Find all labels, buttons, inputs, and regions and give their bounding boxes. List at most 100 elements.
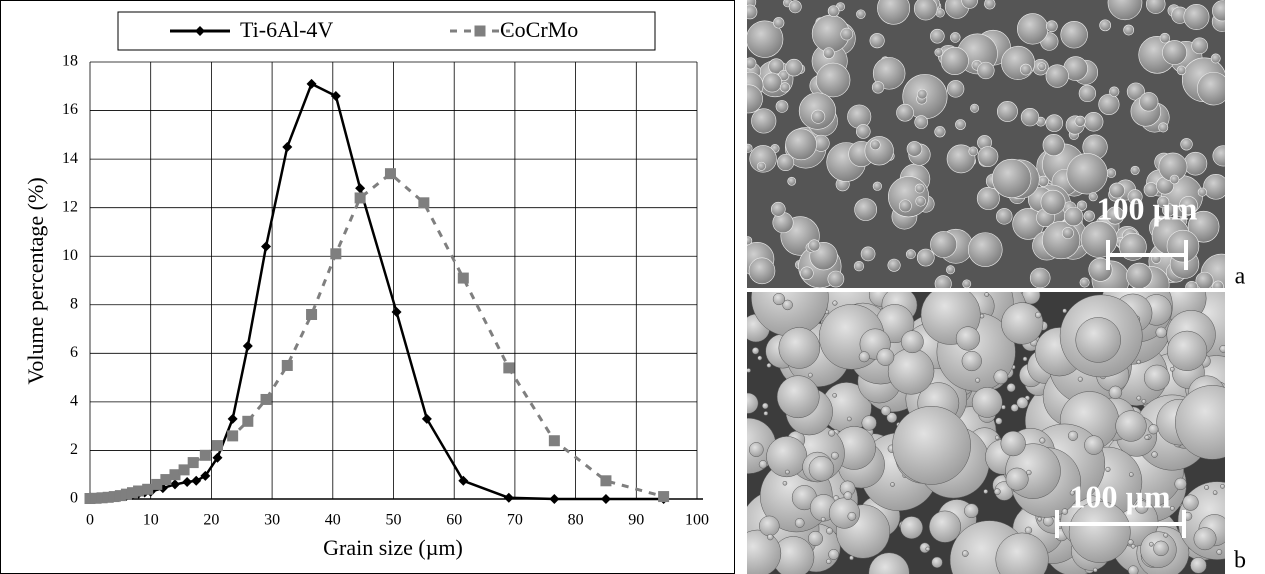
particle xyxy=(916,196,926,206)
particle xyxy=(1181,138,1193,150)
particle xyxy=(763,73,782,92)
particle xyxy=(1100,20,1111,31)
particle xyxy=(941,47,969,75)
particle xyxy=(786,129,817,160)
particle xyxy=(751,109,776,134)
particle xyxy=(1162,40,1186,64)
particle xyxy=(776,100,788,112)
particle xyxy=(962,550,968,556)
particle xyxy=(1170,367,1174,371)
particle xyxy=(856,124,870,138)
particle xyxy=(1149,542,1153,546)
y-tick-label: 16 xyxy=(62,101,78,118)
particle xyxy=(1006,468,1028,490)
y-axis-title: Volume percentage (%) xyxy=(23,177,48,384)
particle xyxy=(935,48,943,56)
particle xyxy=(929,511,961,543)
particle xyxy=(1184,152,1207,175)
particle xyxy=(786,59,803,76)
particle xyxy=(1041,190,1065,214)
particle xyxy=(789,1,801,13)
marker xyxy=(458,273,469,284)
marker xyxy=(392,307,402,317)
particle xyxy=(1078,377,1083,382)
particle xyxy=(972,387,1002,417)
marker xyxy=(503,362,514,373)
particle xyxy=(821,517,825,521)
chart-frame xyxy=(1,1,735,574)
particle xyxy=(1026,470,1031,475)
particle xyxy=(1220,345,1227,352)
particle xyxy=(828,6,839,17)
particle xyxy=(917,249,934,266)
particle xyxy=(977,187,999,209)
particle xyxy=(901,331,923,353)
particle xyxy=(888,348,934,394)
particle xyxy=(969,147,978,156)
y-tick-label: 4 xyxy=(70,393,78,410)
particle xyxy=(932,557,943,568)
particle xyxy=(826,528,832,534)
particle xyxy=(1038,517,1042,521)
particle xyxy=(977,62,994,79)
particle xyxy=(1220,484,1224,488)
particle xyxy=(995,436,999,440)
particle xyxy=(783,481,787,485)
particle xyxy=(1144,365,1169,390)
particle xyxy=(1196,272,1213,289)
x-tick-label: 60 xyxy=(446,512,462,529)
particle xyxy=(1152,452,1158,458)
particle xyxy=(1040,438,1045,443)
particle xyxy=(744,144,752,152)
marker xyxy=(306,309,317,320)
particle xyxy=(1203,174,1228,199)
particle xyxy=(828,430,834,436)
particle xyxy=(1099,94,1120,115)
particle xyxy=(926,547,930,551)
marker xyxy=(658,491,669,502)
particle xyxy=(734,85,762,113)
particle xyxy=(1217,549,1222,554)
marker xyxy=(191,476,201,486)
particle xyxy=(780,83,790,93)
particle xyxy=(831,452,838,459)
particle xyxy=(1084,436,1103,455)
particle xyxy=(749,258,775,284)
particle xyxy=(1076,317,1121,362)
particle xyxy=(1126,263,1152,289)
particle xyxy=(777,376,819,418)
particle xyxy=(773,17,784,28)
particle xyxy=(888,259,900,271)
particle xyxy=(1167,331,1207,371)
particle xyxy=(930,231,956,257)
marker xyxy=(261,394,272,405)
x-tick-label: 30 xyxy=(264,512,280,529)
particle xyxy=(978,147,998,167)
particle xyxy=(738,393,758,413)
marker xyxy=(282,360,293,371)
marker xyxy=(242,416,253,427)
particle xyxy=(856,10,865,19)
particle xyxy=(811,110,824,123)
particle xyxy=(1167,230,1199,262)
particle xyxy=(865,136,894,165)
particle xyxy=(1030,268,1050,288)
particle xyxy=(1064,207,1083,226)
particle xyxy=(1139,92,1158,111)
y-tick-label: 12 xyxy=(62,198,78,215)
particle xyxy=(800,267,813,280)
particle xyxy=(1109,386,1122,399)
particle xyxy=(767,363,771,367)
particle xyxy=(1198,188,1206,196)
particle xyxy=(762,403,768,409)
particle xyxy=(1137,396,1141,400)
sem-image-a xyxy=(734,0,1242,303)
particle xyxy=(1153,541,1168,556)
particle xyxy=(826,559,831,564)
particle xyxy=(872,82,884,94)
particle xyxy=(899,200,911,212)
particle xyxy=(1106,467,1111,472)
x-tick-label: 50 xyxy=(386,512,402,529)
x-tick-label: 40 xyxy=(325,512,341,529)
y-tick-label: 18 xyxy=(62,53,78,70)
